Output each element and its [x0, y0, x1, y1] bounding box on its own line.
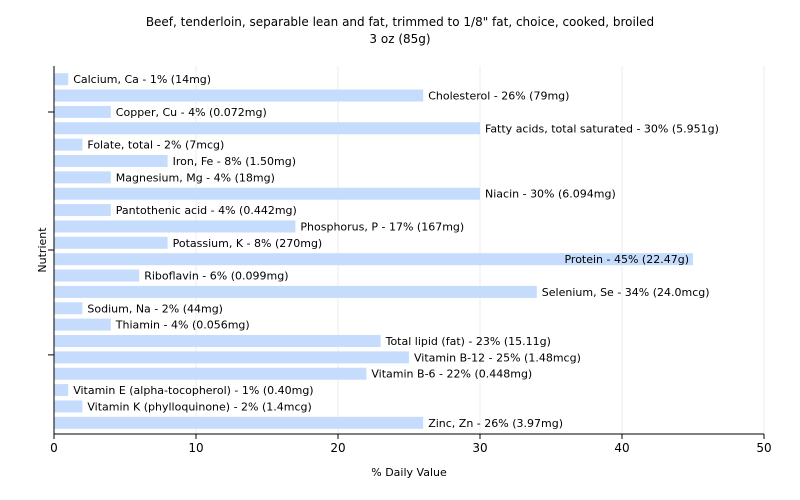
bar-label: Vitamin B-6 - 22% (0.448mg): [371, 368, 532, 381]
bar-label: Selenium, Se - 34% (24.0mcg): [542, 286, 710, 299]
bar-label: Fatty acids, total saturated - 30% (5.95…: [485, 122, 719, 135]
y-axis-label: Nutrient: [36, 227, 49, 273]
chart-subtitle: 3 oz (85g): [369, 32, 431, 46]
bar-label: Zinc, Zn - 26% (3.97mg): [428, 417, 563, 430]
bar: [54, 269, 140, 282]
x-tick-label: 50: [756, 441, 771, 455]
bar-label: Calcium, Ca - 1% (14mg): [73, 73, 211, 86]
bar: [54, 400, 83, 413]
bar: [54, 73, 69, 86]
bar-label: Iron, Fe - 8% (1.50mg): [173, 155, 296, 168]
x-tick-label: 20: [330, 441, 345, 455]
x-tick-label: 0: [50, 441, 58, 455]
bar-label: Vitamin E (alpha-tocopherol) - 1% (0.40m…: [73, 384, 313, 397]
bar: [54, 318, 111, 331]
bar-label: Vitamin K (phylloquinone) - 2% (1.4mcg): [87, 400, 311, 413]
bar-label: Pantothenic acid - 4% (0.442mg): [116, 204, 297, 217]
bar: [54, 187, 480, 200]
bar: [54, 122, 480, 135]
bar: [54, 89, 424, 102]
bar: [54, 253, 693, 266]
bar-label: Potassium, K - 8% (270mg): [173, 237, 323, 250]
bar-label: Vitamin B-12 - 25% (1.48mcg): [414, 351, 581, 364]
bar-label: Sodium, Na - 2% (44mg): [87, 302, 223, 315]
bar-label: Cholesterol - 26% (79mg): [428, 90, 569, 103]
bar: [54, 204, 111, 217]
bar: [54, 302, 83, 315]
bar: [54, 155, 168, 167]
bar-label: Protein - 45% (22.47g): [564, 253, 689, 266]
bar: [54, 384, 69, 397]
bar: [54, 351, 409, 364]
bar-label: Thiamin - 4% (0.056mg): [115, 319, 250, 332]
bar-label: Folate, total - 2% (7mcg): [87, 139, 224, 152]
x-tick-label: 10: [188, 441, 203, 455]
bar: [54, 285, 537, 298]
bar-label: Riboflavin - 6% (0.099mg): [144, 270, 288, 283]
x-tick-label: 40: [614, 441, 629, 455]
bar: [54, 416, 424, 429]
bar-label: Total lipid (fat) - 23% (15.11g): [385, 335, 551, 348]
bar: [54, 138, 83, 151]
bar: [54, 220, 296, 233]
x-tick-label: 30: [472, 441, 487, 455]
bar-label: Phosphorus, P - 17% (167mg): [300, 220, 464, 233]
chart-title: Beef, tenderloin, separable lean and fat…: [145, 15, 655, 29]
bar-label: Magnesium, Mg - 4% (18mg): [116, 171, 275, 184]
bar-label: Copper, Cu - 4% (0.072mg): [116, 106, 267, 119]
bar: [54, 335, 381, 347]
x-axis-label: % Daily Value: [371, 466, 447, 479]
bar: [54, 105, 111, 118]
bar-label: Niacin - 30% (6.094mg): [485, 188, 616, 201]
bar: [54, 236, 168, 249]
bar: [54, 367, 367, 380]
bar: [54, 171, 111, 184]
